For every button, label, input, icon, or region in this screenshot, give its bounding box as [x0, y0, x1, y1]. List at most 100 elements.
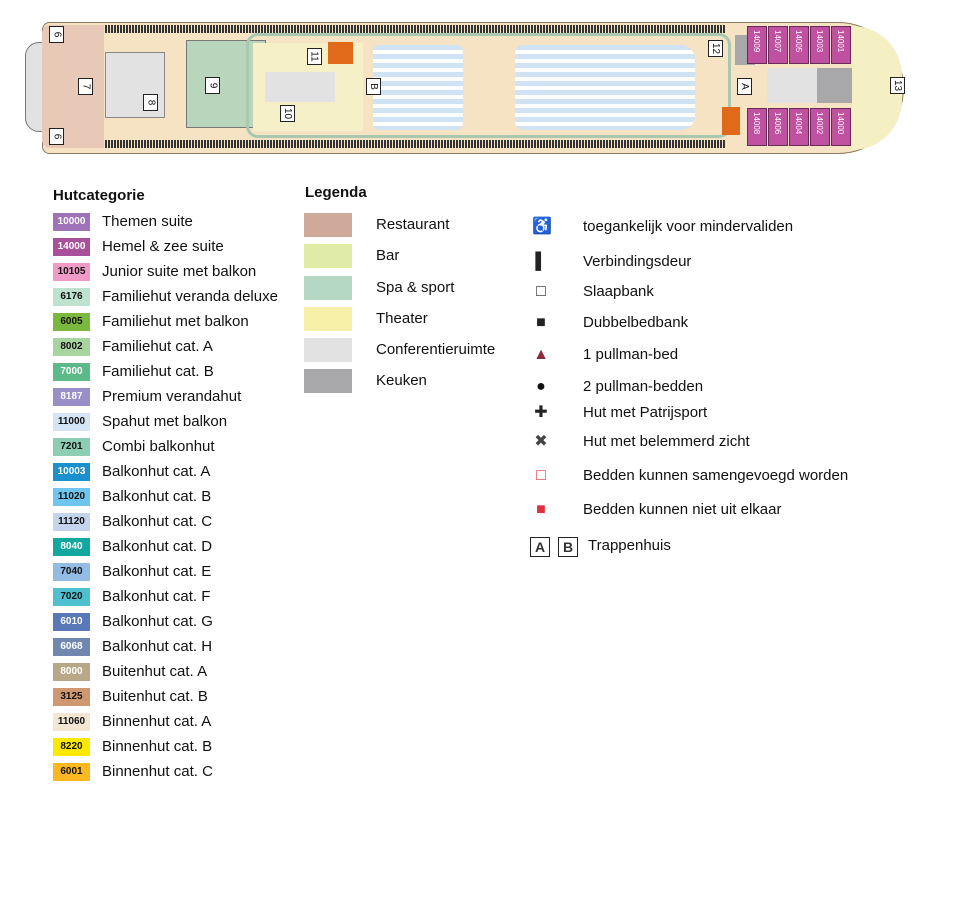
area-number: 10	[282, 107, 293, 120]
category-swatch: 11020	[53, 488, 90, 506]
category-label: Buitenhut cat. A	[102, 663, 208, 680]
category-swatch: 6001	[53, 763, 90, 781]
cabin-14009[interactable]: 14009	[747, 26, 767, 64]
category-swatch: 6005	[53, 313, 90, 331]
cabin-row-top	[105, 25, 725, 33]
category-label: Binnenhut cat. C	[102, 763, 213, 780]
cabin-14008[interactable]: 14008	[747, 108, 767, 146]
area-label-12: 12	[708, 40, 723, 57]
stair-a-icon: A	[530, 537, 550, 557]
category-label: Balkonhut cat. B	[102, 488, 212, 505]
category-label: Combi balkonhut	[102, 438, 215, 455]
area-label: Conferentieruimte	[376, 341, 496, 358]
category-label: Balkonhut cat. C	[102, 513, 213, 530]
category-label: Familiehut met balkon	[102, 313, 249, 330]
area-number: 7	[80, 83, 91, 90]
cabin-number: 14004	[794, 112, 803, 135]
cabin-14004[interactable]: 14004	[789, 108, 809, 146]
category-swatch: 8040	[53, 538, 90, 556]
area-number: A	[738, 83, 750, 90]
category-label: Familiehut veranda deluxe	[102, 288, 278, 305]
cabin-14002[interactable]: 14002	[810, 108, 830, 146]
area-swatch-restaurant	[304, 213, 352, 237]
cabin-number: 14006	[773, 112, 782, 135]
cabin-14003[interactable]: 14003	[810, 26, 830, 64]
symbol-label: Dubbelbedbank	[583, 314, 689, 331]
area-number: 11	[308, 51, 320, 62]
cabin-number: 14003	[815, 30, 824, 53]
area-label: Restaurant	[376, 216, 450, 233]
area-label-10: 10	[280, 105, 295, 122]
category-label: Premium verandahut	[102, 388, 242, 405]
category-swatch: 7020	[53, 588, 90, 606]
area-label-A: A	[737, 78, 752, 95]
circle-icon: ●	[536, 378, 546, 395]
outline-square-red-icon: □	[536, 467, 546, 484]
cabin-14006[interactable]: 14006	[768, 108, 788, 146]
kitchen-fore[interactable]	[817, 68, 857, 103]
area-number: 8	[145, 99, 156, 106]
category-swatch: 7201	[53, 438, 90, 456]
double-sofa-bed-icon: ■	[536, 314, 546, 331]
cabin-14001[interactable]: 14001	[831, 26, 851, 64]
cabin-14000[interactable]: 14000	[831, 108, 851, 146]
symbol-label: Hut met Patrijsport	[583, 404, 708, 421]
category-label: Balkonhut cat. A	[102, 463, 211, 480]
obstructed-view-icon: ✖	[534, 433, 548, 450]
symbol-label: Bedden kunnen niet uit elkaar	[583, 501, 782, 518]
area-swatch-conferentieruimte	[304, 338, 352, 362]
symbol-label: Verbindingsdeur	[583, 253, 692, 270]
category-swatch: 8002	[53, 338, 90, 356]
area-label-6: 6	[49, 128, 64, 145]
area-swatch-bar	[304, 244, 352, 268]
area-number: 9	[207, 82, 218, 89]
category-swatch: 7000	[53, 363, 90, 381]
category-label: Balkonhut cat. D	[102, 538, 213, 555]
sofa-bed-icon: □	[536, 283, 546, 300]
category-label: Buitenhut cat. B	[102, 688, 208, 705]
plus-icon: ✚	[534, 404, 548, 421]
area-label: Theater	[376, 310, 428, 327]
conference-fore[interactable]	[767, 68, 822, 103]
stairs-label: Trappenhuis	[588, 537, 671, 554]
category-label: Balkonhut cat. F	[102, 588, 211, 605]
category-label: Junior suite met balkon	[102, 263, 257, 280]
area-label-9: 9	[205, 77, 220, 94]
stair-b-icon: B	[558, 537, 578, 557]
cabin-14007[interactable]: 14007	[768, 26, 788, 64]
category-label: Hemel & zee suite	[102, 238, 224, 255]
pool-left[interactable]	[373, 45, 463, 130]
pool-right[interactable]	[515, 45, 695, 130]
category-swatch: 14000	[53, 238, 90, 256]
cabin-number: 14008	[752, 112, 761, 135]
cabin-row-bottom	[105, 140, 725, 148]
pool-deck-border	[246, 33, 731, 138]
category-swatch: 7040	[53, 563, 90, 581]
category-label: Binnenhut cat. B	[102, 738, 213, 755]
toilets-fore	[722, 107, 740, 135]
category-swatch: 11000	[53, 413, 90, 431]
cabin-number: 14002	[815, 112, 824, 135]
category-swatch: 3125	[53, 688, 90, 706]
bar-counter	[265, 72, 335, 102]
cabin-14005[interactable]: 14005	[789, 26, 809, 64]
cabin-number: 14000	[836, 112, 845, 135]
category-swatch: 6068	[53, 638, 90, 656]
symbol-label: Slaapbank	[583, 283, 654, 300]
category-swatch: 10003	[53, 463, 90, 481]
connecting-door-icon: ▌	[535, 253, 547, 270]
category-label: Familiehut cat. B	[102, 363, 214, 380]
area-label-13: 13	[890, 77, 905, 94]
legenda-title: Legenda	[305, 184, 367, 201]
area-number: 6	[51, 31, 62, 38]
restaurant-area[interactable]	[42, 25, 104, 148]
area-label-B: B	[366, 78, 381, 95]
area-label: Bar	[376, 247, 400, 264]
symbol-label: 2 pullman-bedden	[583, 378, 704, 395]
cabin-number: 14005	[794, 30, 803, 53]
area-label: Keuken	[376, 372, 427, 389]
area-label: Spa & sport	[376, 279, 455, 296]
category-label: Familiehut cat. A	[102, 338, 213, 355]
hutcategorie-title: Hutcategorie	[53, 187, 145, 204]
category-label: Spahut met balkon	[102, 413, 228, 430]
